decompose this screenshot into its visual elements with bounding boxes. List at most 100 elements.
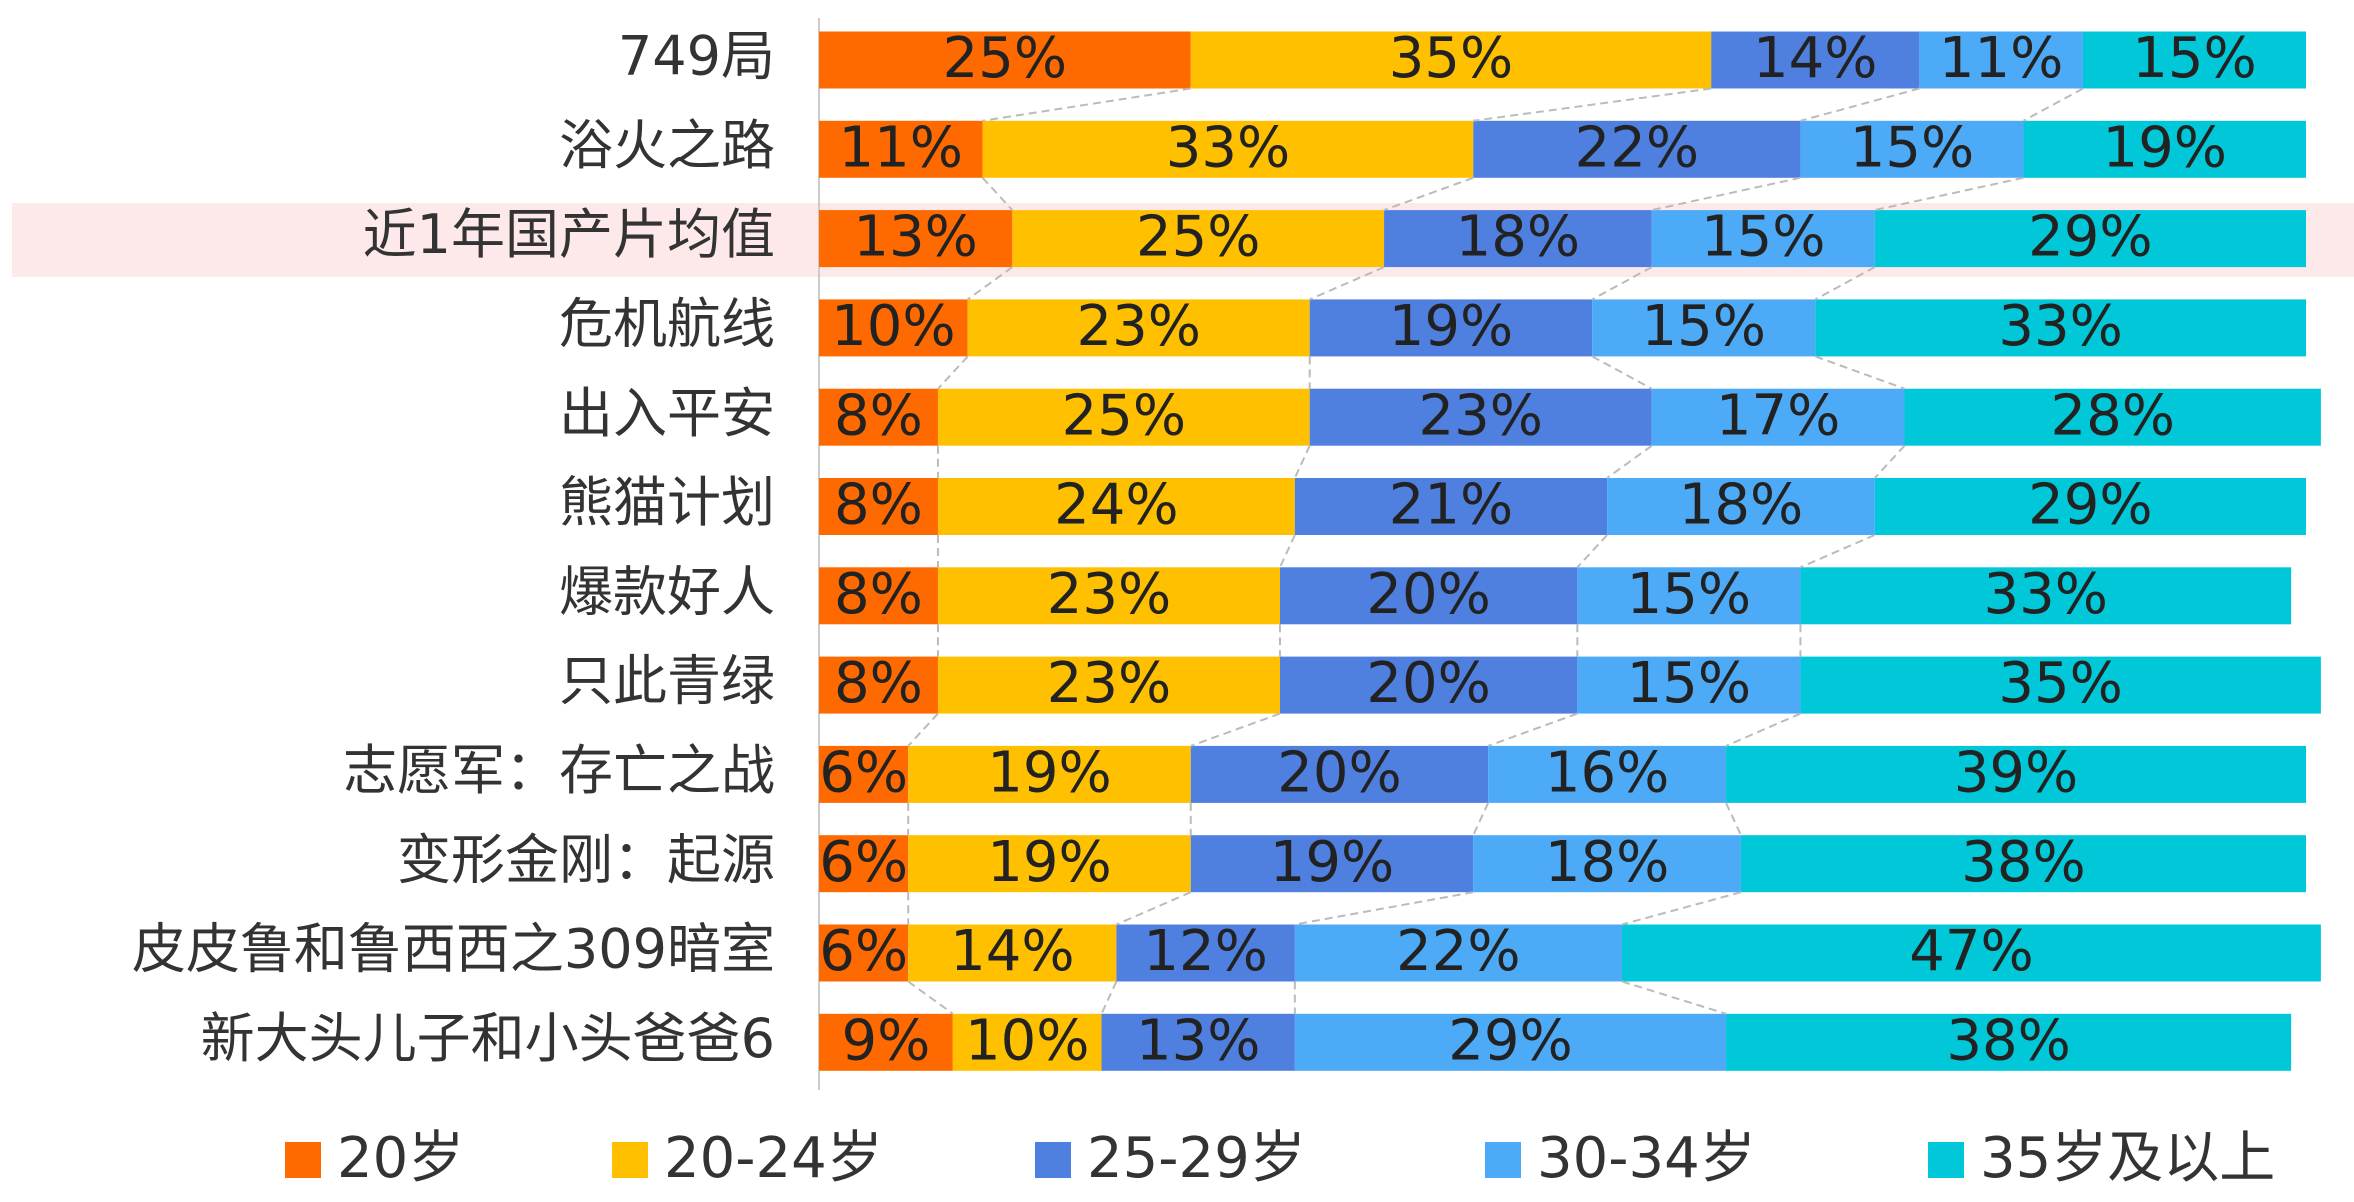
connector <box>1606 444 1653 479</box>
bar-segment <box>1294 1013 1727 1071</box>
value-label: 19% <box>2103 115 2227 180</box>
value-label: 10% <box>831 294 955 359</box>
bar-segment <box>937 567 1280 625</box>
legend-swatch <box>1485 1142 1521 1178</box>
legend-label: 25-29岁 <box>1087 1126 1306 1191</box>
bar-segment <box>1651 388 1905 446</box>
value-label: 19% <box>1270 830 1394 895</box>
bar-segment <box>937 656 1280 714</box>
value-label: 15% <box>1627 562 1751 627</box>
value-label: 11% <box>839 115 963 180</box>
connector <box>1800 87 1920 122</box>
connector <box>1472 802 1490 836</box>
bar-segment <box>1919 31 2083 89</box>
bar-segment <box>1101 1013 1295 1071</box>
bar-segment <box>1904 388 2321 446</box>
bar-segment <box>2023 120 2306 178</box>
value-label: 38% <box>1961 830 2085 895</box>
value-label: 21% <box>1389 473 1513 538</box>
bar-segment <box>819 210 1013 268</box>
connector <box>1473 87 1712 122</box>
value-label: 33% <box>1166 115 1290 180</box>
connector <box>1621 891 1742 926</box>
bar-segment <box>1651 210 1875 268</box>
bar-segment <box>1190 745 1489 803</box>
value-label: 23% <box>1047 562 1171 627</box>
value-label: 23% <box>1047 651 1171 716</box>
connector <box>1591 266 1653 301</box>
connector <box>1725 802 1742 836</box>
bar-segment <box>1190 31 1712 89</box>
category-label: 志愿军：存亡之战 <box>343 739 775 802</box>
legend-swatch <box>285 1142 321 1178</box>
category-label: 变形金刚：起源 <box>397 828 775 891</box>
value-label: 9% <box>841 1008 930 1073</box>
value-label: 6% <box>819 741 908 806</box>
value-label: 20% <box>1277 741 1401 806</box>
bar-segment <box>1800 567 2292 625</box>
bar-segment <box>908 745 1191 803</box>
value-label: 15% <box>1701 205 1825 270</box>
bar-segment <box>819 478 938 535</box>
value-label: 6% <box>819 919 908 984</box>
category-label: 出入平安 <box>559 382 775 445</box>
bar-segment <box>908 924 1117 982</box>
bar-segment <box>1190 835 1474 893</box>
value-label: 39% <box>1954 741 2078 806</box>
value-label: 15% <box>1627 651 1751 716</box>
bar-segment <box>819 31 1191 89</box>
value-label: 25% <box>943 26 1067 91</box>
legend-swatch <box>1035 1142 1071 1178</box>
value-label: 8% <box>834 651 923 716</box>
bar-segment <box>819 745 909 803</box>
bar-segment <box>1621 924 2321 982</box>
value-label: 18% <box>1679 473 1803 538</box>
connector <box>937 355 969 390</box>
value-label: 35% <box>1389 26 1513 91</box>
value-label: 35% <box>1998 651 2122 716</box>
connector <box>1814 266 1876 301</box>
value-label: 47% <box>1909 919 2033 984</box>
bar-segment <box>1309 299 1593 357</box>
category-label: 749局 <box>618 25 775 88</box>
value-label: 29% <box>2028 205 2152 270</box>
bar-segment <box>1577 567 1801 625</box>
legend-label: 20-24岁 <box>664 1126 883 1191</box>
connector <box>1621 980 1727 1015</box>
bar-segment <box>819 299 968 357</box>
bar-segment <box>1473 120 1801 178</box>
value-label: 23% <box>1076 294 1200 359</box>
connector <box>907 712 939 747</box>
value-label: 20% <box>1366 651 1490 716</box>
legend-swatch <box>1928 1142 1964 1178</box>
bar-segment <box>1874 210 2306 268</box>
connector <box>1294 891 1474 926</box>
bar-segment <box>1577 656 1801 714</box>
bar-segment <box>1800 120 2024 178</box>
value-label: 19% <box>987 830 1111 895</box>
bar-segment <box>819 567 938 625</box>
category-label: 浴火之路 <box>559 114 775 177</box>
value-label: 28% <box>2050 383 2174 448</box>
legend-swatch <box>612 1142 648 1178</box>
bar-segment <box>1740 835 2306 893</box>
bar-segment <box>819 656 938 714</box>
bar-segment <box>1726 1013 2292 1071</box>
bar-segment <box>1384 210 1652 268</box>
value-label: 8% <box>834 473 923 538</box>
connector <box>1100 981 1118 1015</box>
value-label: 13% <box>1136 1008 1260 1073</box>
value-label: 20% <box>1366 562 1490 627</box>
bar-segment <box>819 835 909 893</box>
bar-segment <box>1279 567 1578 625</box>
bar-segment <box>1473 835 1741 893</box>
connector <box>1725 712 1801 747</box>
value-label: 14% <box>950 919 1074 984</box>
value-label: 8% <box>834 562 923 627</box>
category-label: 新大头儿子和小头爸爸6 <box>201 1007 775 1070</box>
category-label: 熊猫计划 <box>559 471 775 534</box>
bar-segment <box>1607 478 1875 535</box>
category-label: 近1年国产片均值 <box>363 203 775 266</box>
value-label: 15% <box>1850 115 1974 180</box>
value-label: 14% <box>1753 26 1877 91</box>
